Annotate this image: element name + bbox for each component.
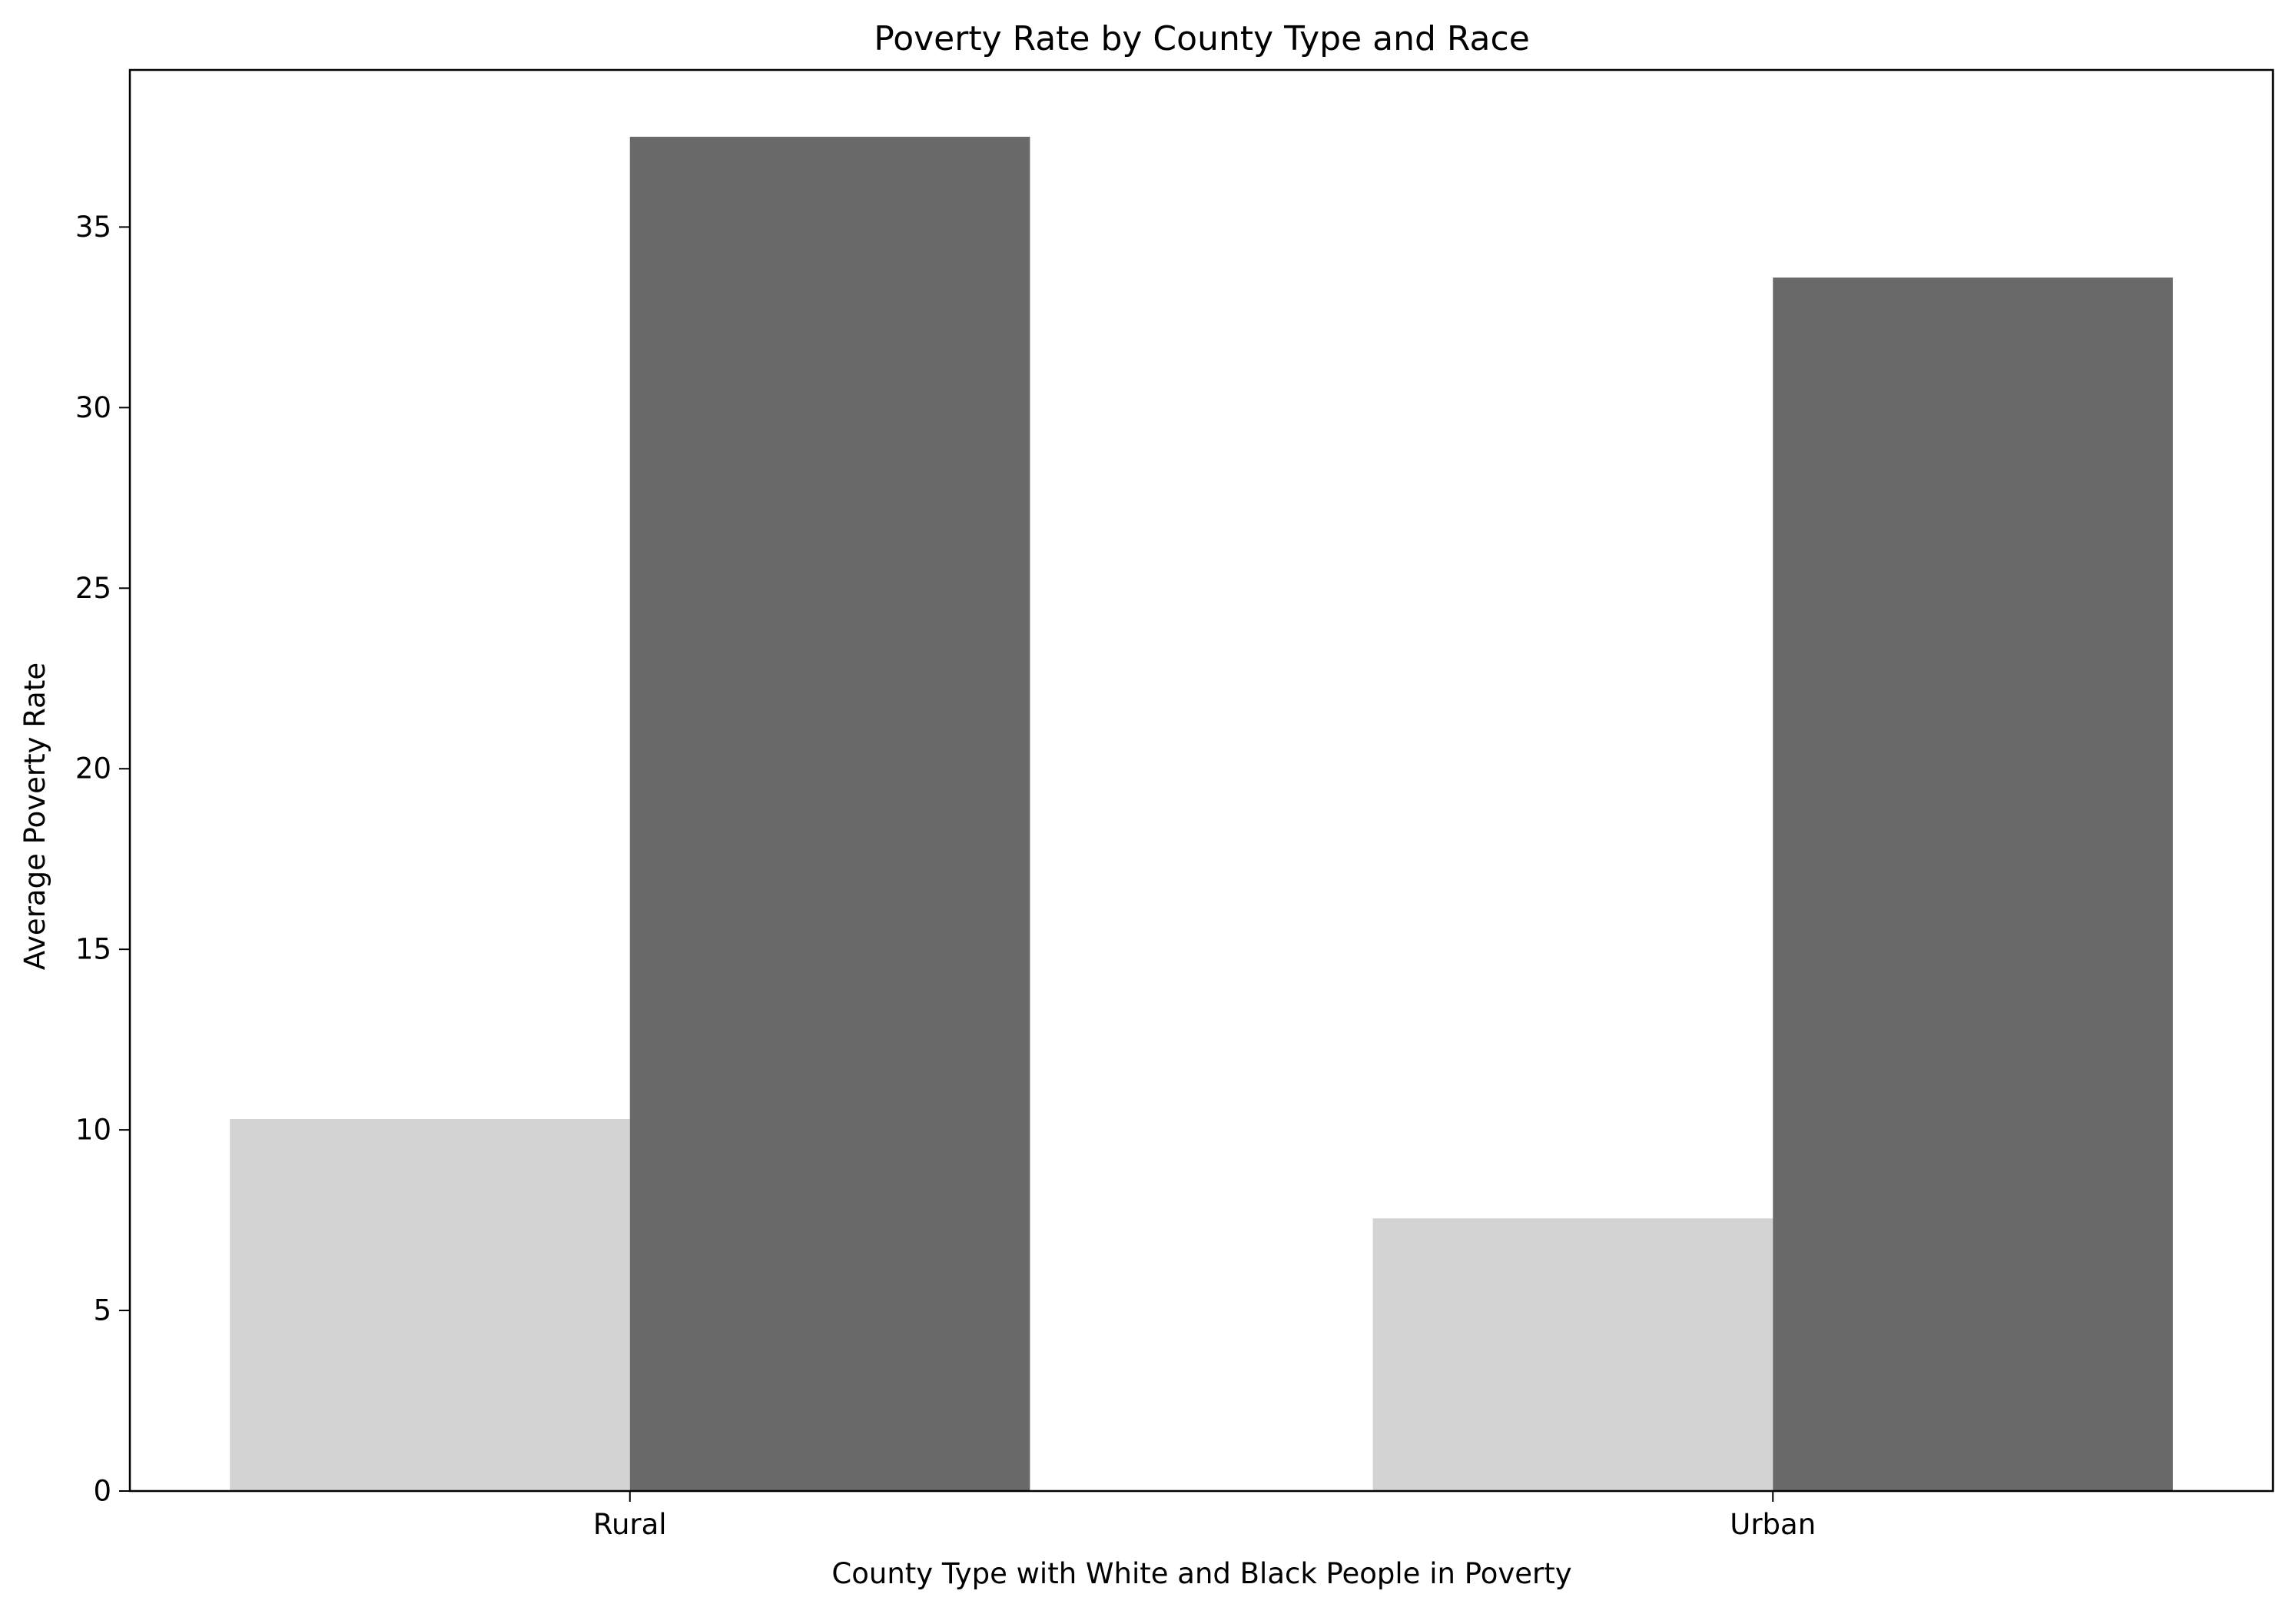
y-axis-label: Average Poverty Rate: [18, 663, 51, 970]
x-tick-label-rural: Rural: [593, 1508, 667, 1541]
x-tick-label-urban: Urban: [1730, 1508, 1816, 1541]
y-tick-label: 15: [75, 933, 111, 966]
bar-rural-series-1: [230, 1119, 630, 1491]
y-tick-label: 5: [93, 1294, 111, 1327]
axes-frame: [128, 68, 2274, 1493]
y-tick-label: 25: [75, 572, 111, 605]
y-tick-label: 20: [75, 752, 111, 785]
y-tick-label: 10: [75, 1114, 111, 1147]
plot-area: 0 5 10 15 20 25 30 35 Rural Urban: [75, 68, 2274, 1541]
x-axis-label: County Type with White and Black People …: [831, 1557, 1571, 1590]
y-tick-label: 0: [93, 1475, 111, 1508]
bar-rural-series-2: [629, 136, 1030, 1492]
chart-title: Poverty Rate by County Type and Race: [874, 19, 1530, 58]
bar-urban-series-1: [1372, 1218, 1773, 1491]
y-tick-label: 30: [75, 391, 111, 424]
y-tick-label: 35: [75, 211, 111, 244]
bar-urban-series-2: [1773, 277, 2173, 1492]
